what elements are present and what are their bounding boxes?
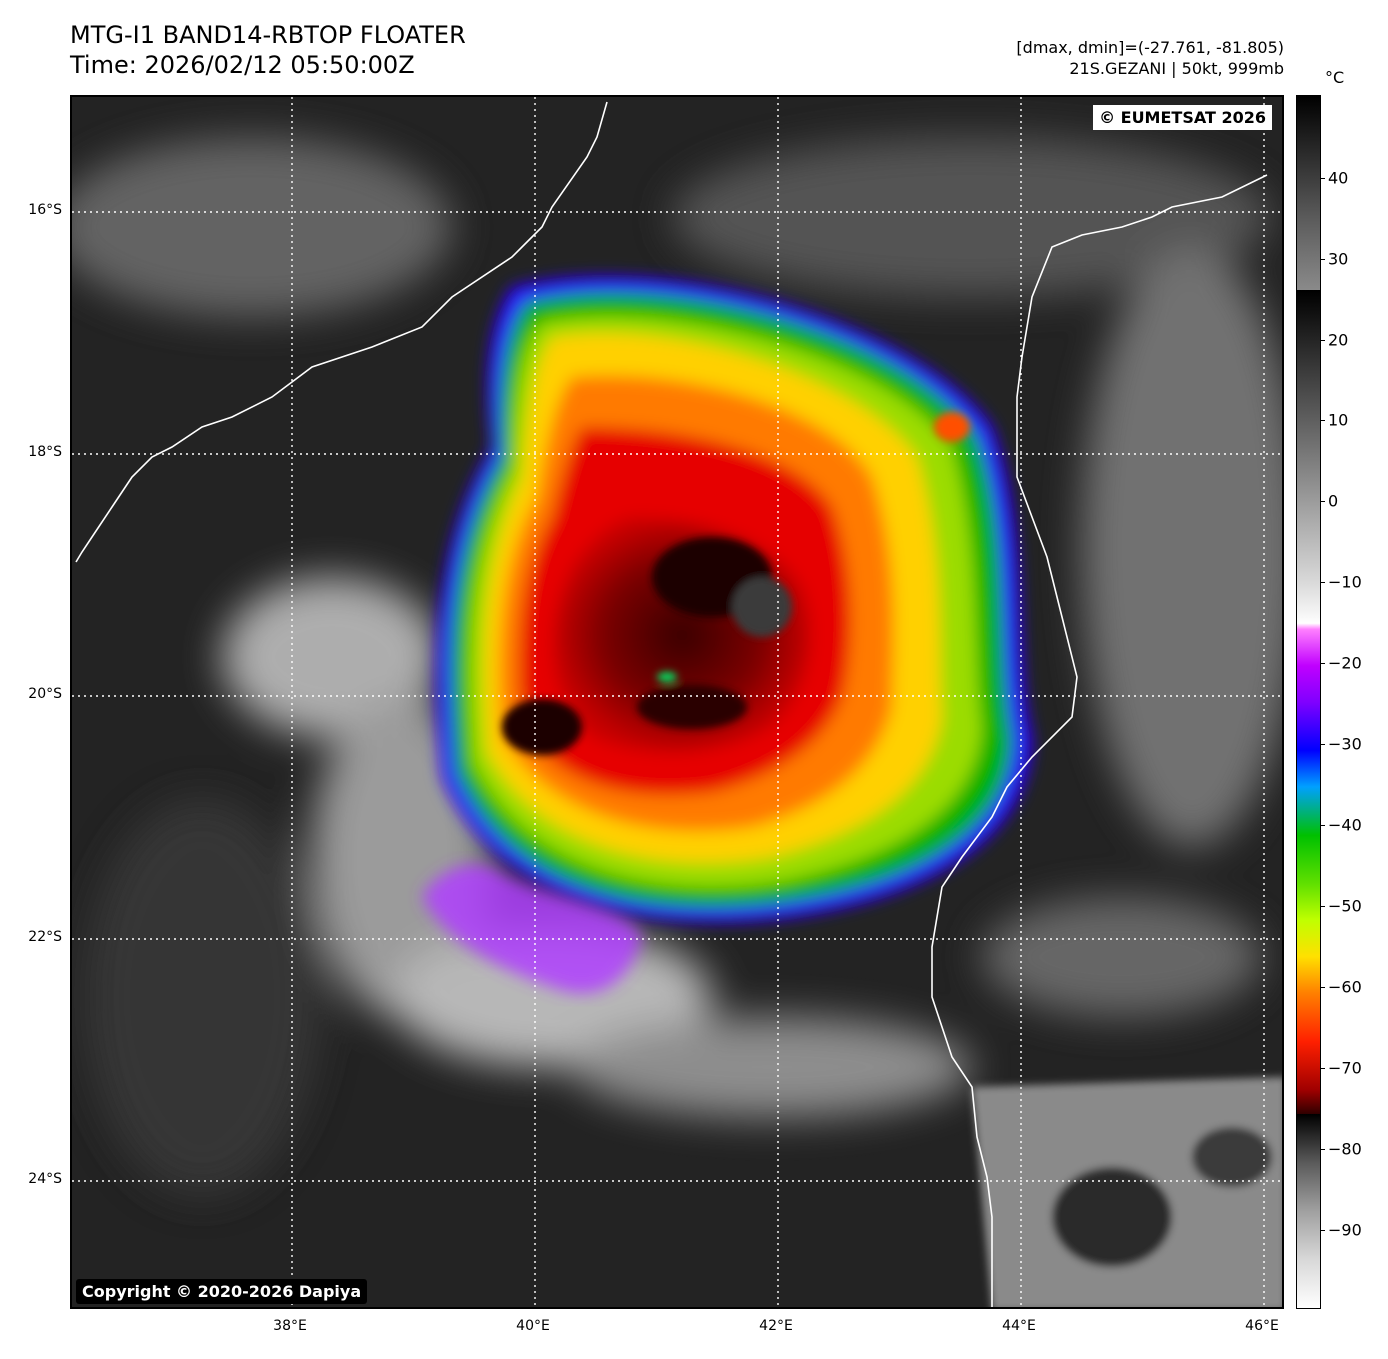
cbar-tick-mark bbox=[1320, 1149, 1325, 1150]
lat-label-16s: 16°S bbox=[28, 202, 62, 218]
chart-title: MTG-I1 BAND14-RBTOP FLOATER Time: 2026/0… bbox=[70, 20, 466, 80]
cbar-tick-mark bbox=[1320, 340, 1325, 341]
cbar-tick-mark bbox=[1320, 663, 1325, 664]
cbar-tick-mark bbox=[1320, 582, 1325, 583]
copyright-watermark: Copyright © 2020-2026 Dapiya bbox=[76, 1279, 368, 1304]
cbar-tick-mark bbox=[1320, 259, 1325, 260]
cbar-tick-20: 20 bbox=[1328, 330, 1349, 350]
cbar-tick-mark bbox=[1320, 1068, 1325, 1069]
cbar-tick-minus60: −60 bbox=[1328, 977, 1362, 997]
lat-label-24s: 24°S bbox=[28, 1171, 62, 1187]
title-line-1: MTG-I1 BAND14-RBTOP FLOATER bbox=[70, 21, 466, 49]
lon-label-46e: 46°E bbox=[1245, 1318, 1279, 1334]
cbar-tick-mark bbox=[1320, 178, 1325, 179]
cbar-tick-minus40: −40 bbox=[1328, 815, 1362, 835]
lat-label-20s: 20°S bbox=[28, 686, 62, 702]
lon-label-40e: 40°E bbox=[516, 1318, 550, 1334]
colorbar-unit: °C bbox=[1325, 68, 1345, 87]
cbar-tick-mark bbox=[1320, 744, 1325, 745]
cbar-tick-mark bbox=[1320, 501, 1325, 502]
cbar-tick-minus90: −90 bbox=[1328, 1220, 1362, 1240]
cbar-tick-minus70: −70 bbox=[1328, 1058, 1362, 1078]
eumetsat-watermark: © EUMETSAT 2026 bbox=[1093, 105, 1272, 130]
satellite-image: © EUMETSAT 2026 Copyright © 2020-2026 Da… bbox=[70, 95, 1284, 1309]
title-line-2: Time: 2026/02/12 05:50:00Z bbox=[70, 51, 415, 79]
cbar-tick-mark bbox=[1320, 906, 1325, 907]
cbar-tick-0: 0 bbox=[1328, 491, 1339, 511]
lat-label-22s: 22°S bbox=[28, 929, 62, 945]
cbar-tick-40: 40 bbox=[1328, 168, 1349, 188]
cbar-tick-10: 10 bbox=[1328, 410, 1349, 430]
cbar-tick-mark bbox=[1320, 1230, 1325, 1231]
cbar-tick-minus50: −50 bbox=[1328, 896, 1362, 916]
lat-label-18s: 18°S bbox=[28, 444, 62, 460]
cbar-tick-minus20: −20 bbox=[1328, 653, 1362, 673]
cbar-tick-mark bbox=[1320, 825, 1325, 826]
storm-name-text: 21S.GEZANI | 50kt, 999mb bbox=[1069, 59, 1284, 78]
satellite-imagery-svg bbox=[72, 97, 1282, 1307]
cbar-tick-minus10: −10 bbox=[1328, 572, 1362, 592]
coastline bbox=[75, 101, 1268, 1307]
graticule bbox=[72, 97, 1282, 1307]
cbar-tick-30: 30 bbox=[1328, 249, 1349, 269]
lon-label-44e: 44°E bbox=[1002, 1318, 1036, 1334]
cbar-tick-minus80: −80 bbox=[1328, 1139, 1362, 1159]
cbar-tick-mark bbox=[1320, 420, 1325, 421]
cbar-tick-minus30: −30 bbox=[1328, 734, 1362, 754]
storm-info: [dmax, dmin]=(-27.761, -81.805) 21S.GEZA… bbox=[1016, 37, 1284, 79]
lon-label-42e: 42°E bbox=[759, 1318, 793, 1334]
dmax-dmin-text: [dmax, dmin]=(-27.761, -81.805) bbox=[1016, 38, 1284, 57]
lon-label-38e: 38°E bbox=[273, 1318, 307, 1334]
cbar-tick-mark bbox=[1320, 987, 1325, 988]
colorbar bbox=[1296, 95, 1321, 1309]
